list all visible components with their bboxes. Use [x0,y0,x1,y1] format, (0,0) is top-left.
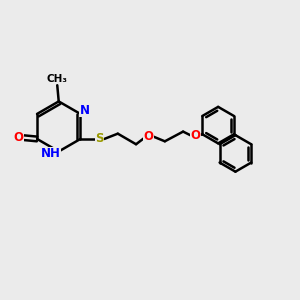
Text: N: N [80,104,90,117]
Text: CH₃: CH₃ [47,74,68,84]
Text: O: O [143,130,153,142]
Text: NH: NH [40,147,60,160]
Text: O: O [190,129,200,142]
Text: O: O [13,131,23,144]
Text: S: S [95,133,104,146]
